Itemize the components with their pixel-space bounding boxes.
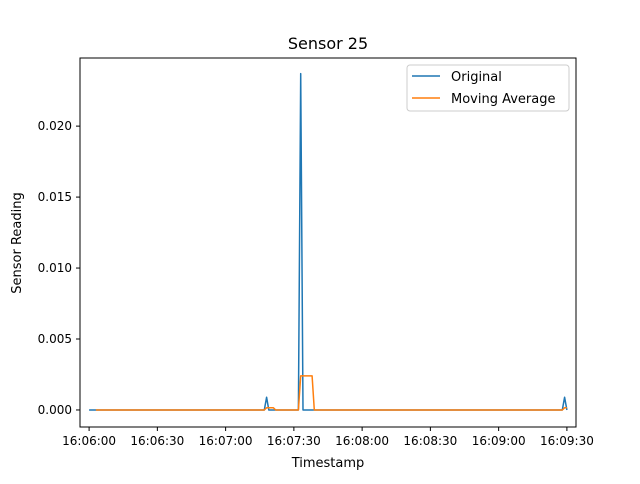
chart-title: Sensor 25 (288, 34, 368, 53)
x-tick-label: 16:06:00 (62, 434, 116, 448)
series-layer (89, 72, 568, 411)
x-tick-label: 16:09:30 (540, 434, 594, 448)
legend: Original Moving Average (406, 64, 570, 112)
x-axis: 16:06:00 16:06:30 16:07:00 16:07:30 16:08:00… (62, 427, 594, 448)
legend-box (406, 64, 570, 112)
y-tick-label: 0.000 (38, 403, 72, 417)
y-tick-label: 0.005 (38, 332, 72, 346)
y-tick-label: 0.015 (38, 190, 72, 204)
y-axis-label: Sensor Reading (10, 192, 25, 293)
series-line-original (89, 72, 568, 411)
plot-frame (79, 57, 577, 428)
legend-label: Original (451, 70, 502, 85)
x-tick-label: 16:08:00 (335, 434, 389, 448)
y-axis: 0.000 0.005 0.010 0.015 0.020 (38, 119, 80, 417)
series-line-moving-average (95, 375, 567, 411)
x-tick-label: 16:07:30 (267, 434, 321, 448)
x-tick-label: 16:09:00 (472, 434, 526, 448)
x-tick-label: 16:06:30 (130, 434, 184, 448)
x-tick-label: 16:08:30 (403, 434, 457, 448)
legend-label: Moving Average (451, 92, 555, 107)
x-tick-label: 16:07:00 (199, 434, 253, 448)
y-tick-label: 0.020 (38, 119, 72, 133)
y-tick-label: 0.010 (38, 261, 72, 275)
x-axis-label: Timestamp (291, 456, 365, 471)
